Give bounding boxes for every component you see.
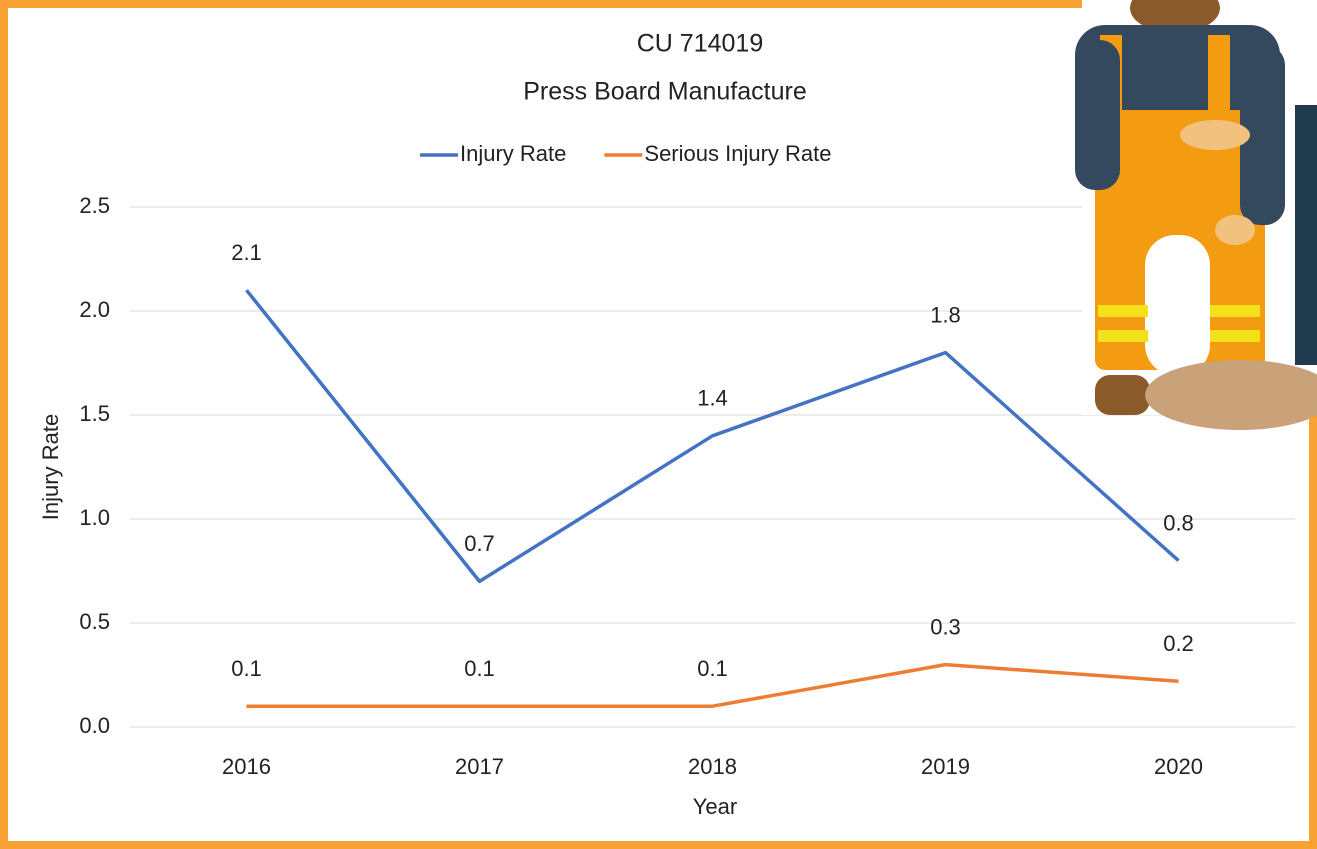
series-line — [246, 662, 1179, 708]
data-label: 0.1 — [231, 656, 262, 681]
x-tick-label: 2019 — [921, 754, 970, 779]
data-label: 1.4 — [697, 386, 728, 411]
x-axis-label: Year — [693, 794, 737, 819]
chart-subtitle: Press Board Manufacture — [523, 78, 806, 106]
legend-label: Serious Injury Rate — [644, 141, 831, 166]
y-tick-label: 2.0 — [79, 297, 110, 322]
x-tick-label: 2018 — [688, 754, 737, 779]
series-line — [245, 289, 1180, 584]
data-label: 0.7 — [464, 531, 495, 556]
y-tick-label: 2.5 — [79, 193, 110, 218]
y-tick-label: 0.5 — [79, 609, 110, 634]
chart-title: CU 714019 — [637, 30, 763, 58]
data-label: 0.1 — [464, 656, 495, 681]
data-label: 2.1 — [231, 240, 262, 265]
data-label: 1.8 — [930, 302, 961, 327]
legend-label: Injury Rate — [460, 141, 566, 166]
worker-illustration — [1075, 0, 1317, 430]
y-axis-label: Injury Rate — [38, 414, 63, 520]
legend: Injury Rate Serious Injury Rate — [420, 141, 831, 166]
data-label: 0.1 — [697, 656, 728, 681]
x-tick-label: 2020 — [1154, 754, 1203, 779]
data-label: 0.8 — [1163, 510, 1194, 535]
y-tick-label: 1.5 — [79, 401, 110, 426]
y-tick-label: 0.0 — [79, 713, 110, 738]
y-tick-label: 1.0 — [79, 505, 110, 530]
data-label: 0.2 — [1163, 631, 1194, 656]
data-label: 0.3 — [930, 614, 961, 639]
x-tick-label: 2016 — [222, 754, 271, 779]
plot-area: 0.0 0.5 1.0 1.5 2.0 2.5 2016 2017 2018 2019 2020 2.… — [79, 141, 1295, 779]
x-tick-label: 2017 — [455, 754, 504, 779]
